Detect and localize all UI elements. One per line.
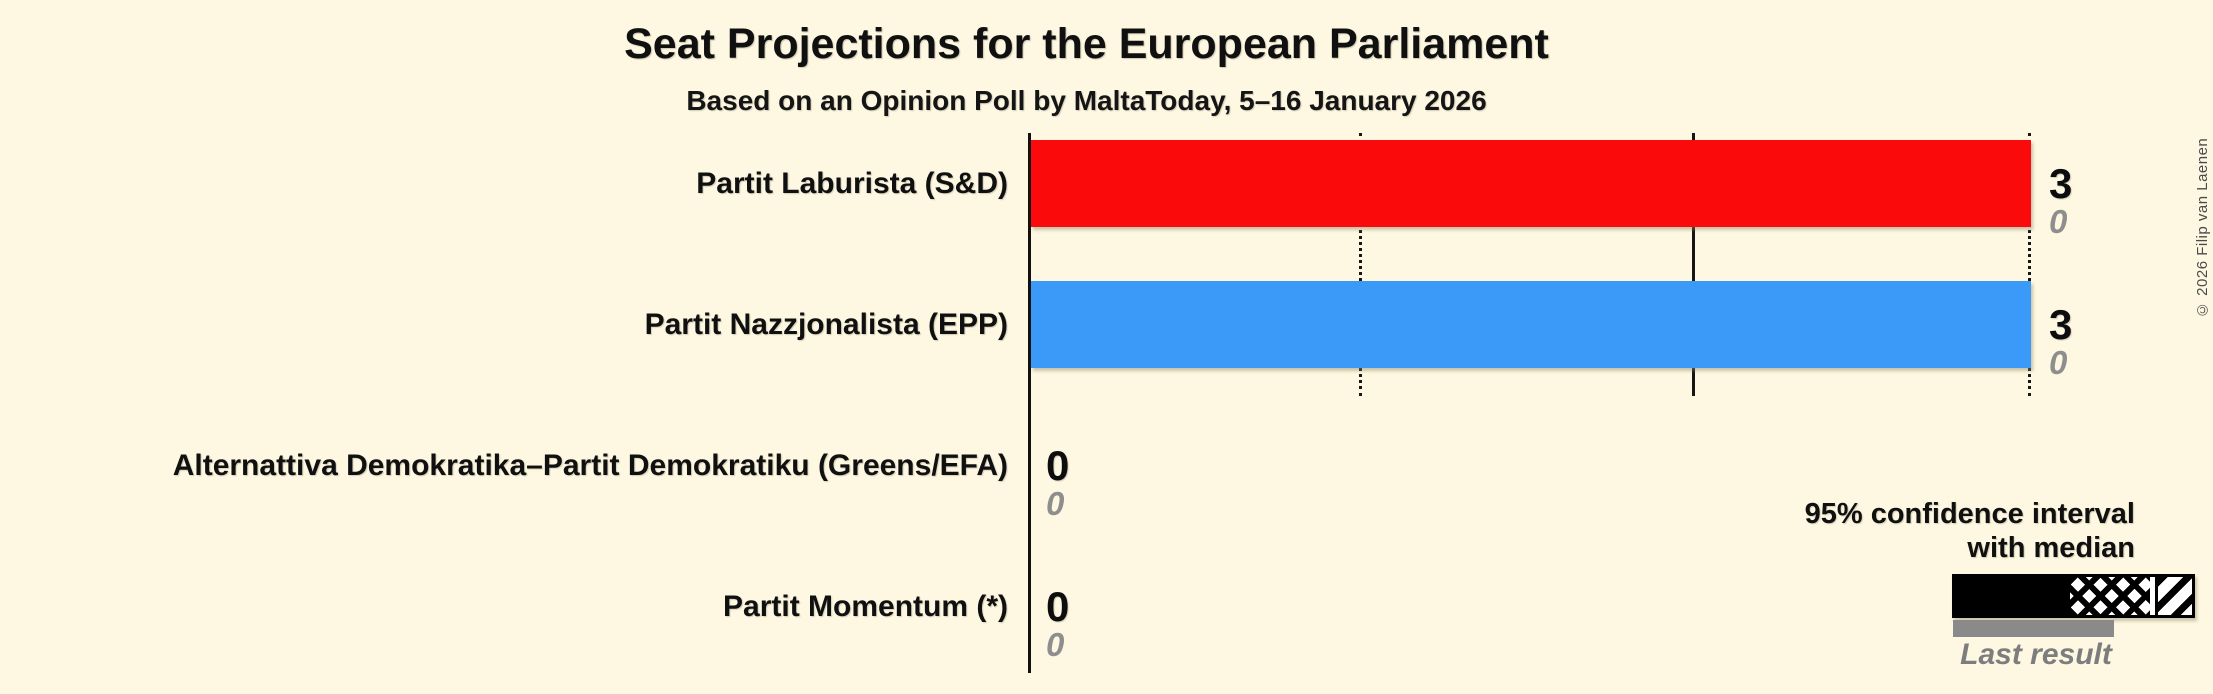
legend-diagonal-segment — [2155, 577, 2192, 615]
legend-segment-gap — [2150, 577, 2155, 615]
row-label-partit-nazzjonalista: Partit Nazzjonalista (EPP) — [644, 308, 1008, 341]
axis-zero-line — [1028, 133, 1031, 673]
legend-confidence-line1: 95% confidence interval — [1804, 498, 2135, 530]
row-label-partit-laburista: Partit Laburista (S&D) — [696, 167, 1008, 200]
bar-partit-nazzjonalista — [1031, 281, 2031, 368]
value-partit-laburista: 3 — [2049, 160, 2073, 207]
legend-crosshatch-segment — [2070, 577, 2150, 615]
chart-title: Seat Projections for the European Parlia… — [624, 20, 1549, 68]
legend-confidence-line2: with median — [1967, 532, 2135, 564]
chart-subtitle: Based on an Opinion Poll by MaltaToday, … — [686, 85, 1487, 116]
legend-confidence-interval-sample — [1952, 574, 2195, 618]
value-alternattiva-demokratika: 0 — [1046, 442, 1070, 489]
value-partit-momentum: 0 — [1046, 583, 1070, 630]
gridline-seat-3 — [2028, 133, 2031, 396]
legend-last-result-sample — [1953, 620, 2114, 637]
row-label-partit-momentum: Partit Momentum (*) — [723, 590, 1008, 623]
legend-confidence-label: 95% confidence interval with median — [1805, 497, 2135, 565]
gridline-seat-2 — [1692, 133, 1695, 396]
last-result-partit-nazzjonalista: 0 — [2049, 344, 2068, 381]
last-result-partit-laburista: 0 — [2049, 203, 2068, 240]
row-label-alternattiva-demokratika: Alternattiva Demokratika–Partit Demokrat… — [172, 449, 1008, 482]
copyright-note: © 2026 Filip van Laenen — [2194, 137, 2211, 318]
gridline-seat-1 — [1359, 133, 1362, 396]
value-partit-nazzjonalista: 3 — [2049, 301, 2073, 348]
legend-last-result-label: Last result — [1960, 638, 2112, 671]
last-result-alternattiva-demokratika: 0 — [1046, 485, 1065, 522]
legend-solid-segment — [1955, 577, 2070, 615]
bar-partit-laburista — [1031, 140, 2031, 227]
last-result-partit-momentum: 0 — [1046, 626, 1065, 663]
